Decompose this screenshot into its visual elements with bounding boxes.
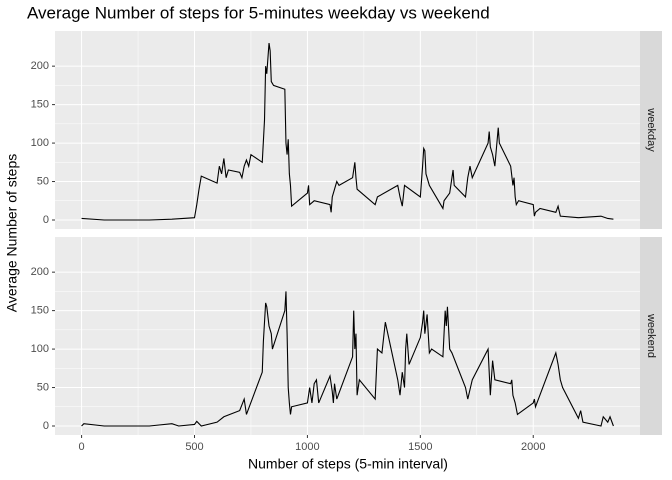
panel-background bbox=[55, 31, 640, 229]
y-axis-label: Average Number of steps bbox=[4, 154, 20, 313]
x-tick-label: 0 bbox=[79, 441, 85, 453]
x-tick-label: 500 bbox=[185, 441, 203, 453]
facet-label: weekend bbox=[645, 313, 657, 358]
y-tick-label: 200 bbox=[31, 60, 49, 72]
y-tick-label: 100 bbox=[31, 343, 49, 355]
facet-strip bbox=[640, 31, 662, 229]
chart-title: Average Number of steps for 5-minutes we… bbox=[27, 3, 490, 22]
panel-background bbox=[55, 237, 640, 435]
x-axis-label: Number of steps (5-min interval) bbox=[248, 456, 448, 472]
y-tick-label: 200 bbox=[31, 266, 49, 278]
facet-strip bbox=[640, 237, 662, 435]
facet-label: weekday bbox=[645, 107, 657, 152]
y-tick-label: 150 bbox=[31, 99, 49, 111]
data-line bbox=[81, 42, 614, 221]
y-tick-label: 150 bbox=[31, 305, 49, 317]
data-line bbox=[81, 291, 614, 427]
y-tick-label: 0 bbox=[43, 420, 49, 432]
y-tick-label: 50 bbox=[37, 175, 49, 187]
x-tick-label: 1500 bbox=[408, 441, 432, 453]
y-tick-label: 100 bbox=[31, 137, 49, 149]
x-tick-label: 1000 bbox=[295, 441, 319, 453]
y-tick-label: 50 bbox=[37, 381, 49, 393]
x-tick-label: 2000 bbox=[521, 441, 545, 453]
y-tick-label: 0 bbox=[43, 214, 49, 226]
